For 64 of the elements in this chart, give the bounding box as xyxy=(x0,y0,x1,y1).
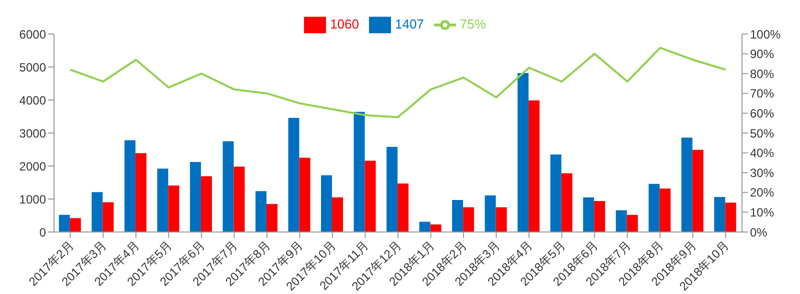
bar xyxy=(626,214,638,232)
y2-tick-label: 0% xyxy=(750,225,768,240)
bar xyxy=(124,140,136,232)
y2-tick-label: 20% xyxy=(750,186,774,200)
bar xyxy=(321,175,332,232)
bar xyxy=(234,166,245,232)
y-tick-label: 5000 xyxy=(19,60,46,74)
bar xyxy=(681,138,692,232)
y2-tick-label: 60% xyxy=(750,106,774,120)
bar xyxy=(255,191,266,232)
bar xyxy=(528,100,540,232)
y-tick-label: 4000 xyxy=(19,93,46,108)
bar xyxy=(660,188,671,232)
bar xyxy=(594,200,606,232)
bar xyxy=(518,72,529,232)
y-tick-label: 6000 xyxy=(19,27,46,42)
y-tick-label: 2000 xyxy=(19,159,46,174)
bar xyxy=(332,197,344,232)
bar xyxy=(92,192,103,232)
bar xyxy=(364,160,376,232)
legend-label: 1060 xyxy=(330,16,359,32)
bar xyxy=(168,185,180,232)
y-tick-label: 0 xyxy=(39,225,46,240)
y2-tick-label: 10% xyxy=(750,205,774,220)
bar xyxy=(398,183,409,232)
bar xyxy=(714,197,726,232)
y2-tick-label: 30% xyxy=(750,166,774,180)
bar xyxy=(70,218,81,232)
y-tick-label: 3000 xyxy=(19,126,46,140)
bar xyxy=(135,153,146,232)
y2-tick-label: 70% xyxy=(750,86,774,101)
bar xyxy=(692,150,704,232)
bar xyxy=(222,141,234,232)
bar xyxy=(200,176,212,232)
bar xyxy=(496,207,507,232)
line-series xyxy=(69,46,727,118)
y2-tick-label: 40% xyxy=(750,146,774,160)
bar xyxy=(299,158,310,232)
bar xyxy=(58,214,70,232)
bar xyxy=(550,154,562,232)
y2-tick-label: 80% xyxy=(750,66,774,81)
bar xyxy=(354,112,365,232)
y-tick-label: 1000 xyxy=(19,192,46,206)
bar xyxy=(484,195,496,232)
bar xyxy=(648,184,660,232)
bar xyxy=(266,204,278,232)
bar xyxy=(157,168,168,232)
bar xyxy=(430,224,442,232)
y2-tick-label: 100% xyxy=(750,27,782,42)
bar xyxy=(583,197,594,232)
bar xyxy=(102,202,114,232)
bar xyxy=(561,173,572,232)
bar xyxy=(452,200,464,232)
y2-tick-label: 90% xyxy=(750,47,774,62)
legend-label: 75% xyxy=(460,16,486,32)
bar xyxy=(419,222,430,232)
bar xyxy=(463,207,474,232)
bar xyxy=(725,202,736,232)
y2-tick-label: 50% xyxy=(750,126,774,140)
bar xyxy=(386,146,398,232)
bar xyxy=(616,210,627,232)
bar xyxy=(190,162,201,232)
legend-label: 1407 xyxy=(394,16,424,32)
bar xyxy=(288,118,300,232)
